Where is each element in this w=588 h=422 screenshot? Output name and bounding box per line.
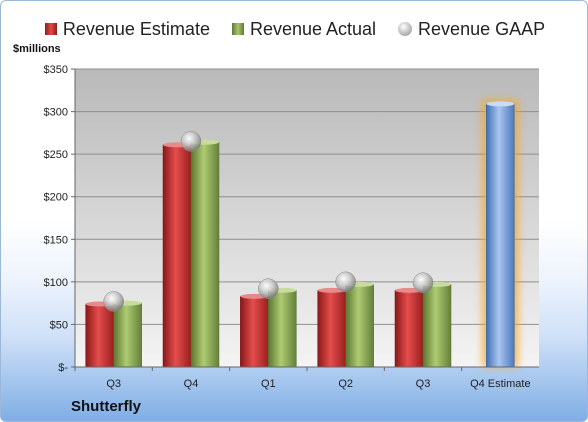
y-tick-label: $350: [44, 64, 68, 76]
gaap-marker: [180, 131, 202, 152]
actual-bar: [268, 290, 297, 368]
legend-label-actual: Revenue Actual: [249, 18, 377, 39]
y-tick-label: $50: [50, 319, 68, 331]
estimate-bar: [240, 296, 269, 368]
y-tick-label: $150: [44, 234, 68, 246]
legend-item-estimate: Revenue Estimate: [44, 18, 210, 40]
legend-swatch-gaap: [398, 22, 413, 36]
gaap-marker: [412, 272, 434, 293]
estimate-bar: [162, 144, 192, 368]
y-tick-label: $-: [58, 362, 68, 374]
actual-bar: [345, 284, 374, 368]
x-tick-label: Q4: [184, 378, 199, 390]
x-tick-label: Q2: [338, 378, 353, 390]
y-tick-label: $100: [44, 277, 68, 289]
x-tick-label: Q1: [261, 378, 276, 390]
legend: Revenue Estimate Revenue Actual Revenue …: [1, 15, 587, 43]
estimate-bar: [85, 303, 114, 368]
forecast-bar: [486, 103, 515, 368]
legend-label-gaap: Revenue GAAP: [418, 18, 546, 39]
plot-area: [75, 69, 539, 367]
x-tick-label: Q4 Estimate: [470, 378, 531, 390]
company-name: Shutterfly: [71, 398, 142, 415]
actual-bar: [113, 302, 142, 368]
gaap-marker: [335, 271, 356, 293]
legend-swatch-actual: [231, 23, 244, 35]
estimate-bar: [394, 290, 424, 368]
estimate-bar: [317, 290, 346, 368]
forecast-bar-top: [486, 101, 515, 107]
gaap-marker: [258, 278, 279, 299]
legend-label-estimate: Revenue Estimate: [62, 18, 210, 39]
actual-bar: [422, 284, 452, 368]
legend-item-actual: Revenue Actual: [231, 18, 377, 40]
y-tick-label: $200: [44, 192, 68, 204]
x-tick-label: Q3: [106, 378, 121, 390]
y-tick-label: $300: [44, 107, 68, 119]
x-tick-label: Q3: [416, 378, 431, 390]
legend-item-gaap: Revenue GAAP: [398, 19, 545, 40]
legend-swatch-estimate: [44, 23, 57, 35]
gaap-marker: [103, 291, 124, 312]
actual-bar: [190, 141, 220, 368]
y-axis-units-label: $millions: [13, 43, 61, 55]
y-tick-label: $250: [44, 149, 68, 161]
